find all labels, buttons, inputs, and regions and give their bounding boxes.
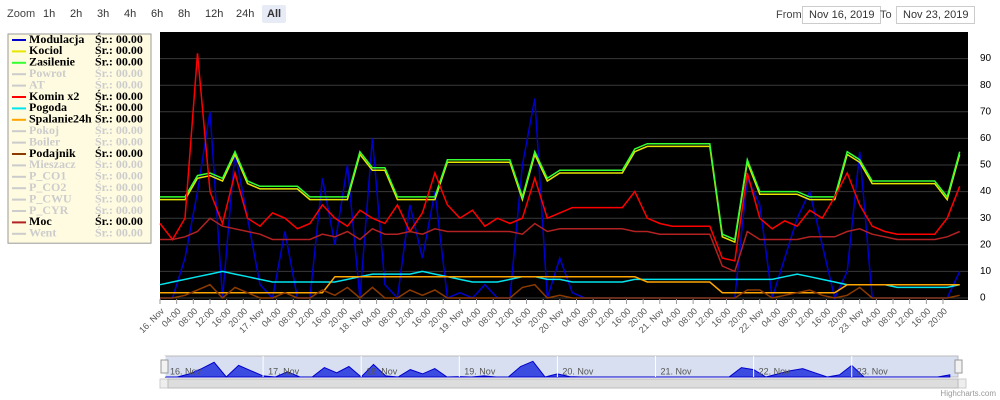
zoom-button[interactable]: 4h	[124, 8, 137, 20]
y-tick-label: 60	[980, 133, 992, 144]
legend-value: Śr.: 00.00	[95, 157, 143, 171]
zoom-button[interactable]: 8h	[178, 8, 191, 20]
legend-label: Went	[29, 226, 56, 240]
to-label: To	[880, 9, 892, 21]
legend-label: Kociol	[29, 43, 63, 57]
y-tick-label: 20	[980, 239, 992, 250]
zoom-button[interactable]: 6h	[151, 8, 164, 20]
zoom-button[interactable]: 24h	[236, 8, 255, 20]
series-line	[160, 275, 960, 294]
series-line	[160, 283, 960, 300]
legend-label: AT	[29, 77, 45, 91]
legend-label: Podajnik	[29, 146, 76, 160]
series-line	[160, 217, 960, 273]
legend-label: Boiler	[29, 134, 61, 148]
y-tick-label: 50	[980, 160, 992, 171]
legend-value: Śr.: 00.00	[95, 180, 143, 194]
y-tick-label: 80	[980, 80, 992, 91]
legend-label: Komin x2	[29, 89, 79, 103]
zoom-button[interactable]: All	[262, 5, 287, 23]
series-line	[160, 98, 961, 301]
legend-label: Powrot	[29, 66, 66, 80]
legend-value: Śr.: 00.00	[95, 100, 143, 114]
y-tick-label: 30	[980, 213, 992, 224]
series-line	[160, 145, 961, 244]
zoom-label: Zoom	[7, 8, 36, 20]
legend-value: Śr.: 00.00	[95, 191, 143, 205]
legend-value: Śr.: 00.00	[95, 43, 143, 57]
credit: Highcharts.com	[940, 389, 996, 398]
legend-label: P_CO2	[29, 180, 66, 194]
y-tick-label: 40	[980, 186, 992, 197]
series-line	[159, 270, 960, 289]
to-input[interactable]: Nov 23, 2019	[896, 6, 976, 24]
zoom-button[interactable]: 3h	[97, 8, 110, 20]
legend-label: P_CYR	[29, 203, 69, 217]
legend-label: Pokoj	[29, 123, 59, 137]
y-tick-label: 90	[980, 53, 992, 64]
legend-value: Śr.: 00.00	[95, 55, 143, 69]
zoom-button[interactable]: 12h	[205, 8, 224, 20]
y-tick-label: 0	[980, 293, 986, 304]
y-tick-label: 70	[980, 106, 992, 117]
plot-background	[160, 32, 968, 300]
legend-label: P_CO1	[29, 169, 66, 183]
legend-value: Śr.: 00.00	[95, 32, 143, 46]
legend-label: Mieszacz	[29, 157, 76, 171]
x-tick-label: 20:00	[926, 306, 949, 329]
legend-value: Śr.: 00.00	[95, 134, 143, 148]
legend-value: Śr.: 00.00	[95, 169, 143, 183]
legend-label: Pogoda	[29, 100, 67, 114]
series-line	[160, 142, 961, 241]
legend-value: Śr.: 00.00	[95, 77, 143, 91]
navigator-handle	[160, 359, 169, 374]
from-label: From	[776, 9, 802, 21]
legend-label: Spalanie24h	[29, 112, 92, 126]
legend-value: Śr.: 00.00	[95, 112, 143, 126]
zoom-button[interactable]: 2h	[70, 8, 83, 20]
navigator-label: 22. Nov	[759, 366, 791, 376]
legend-value: Śr.: 00.00	[95, 203, 143, 217]
navigator-handle	[954, 359, 963, 374]
legend-label: Modulacja	[29, 32, 84, 46]
range-selector: Zoom From Nov 16, 2019 To Nov 23, 2019 1…	[0, 0, 1000, 30]
navigator-label: 19. Nov	[464, 366, 496, 376]
navigator-label: 20. Nov	[562, 366, 594, 376]
zoom-button[interactable]: 1h	[43, 8, 56, 20]
legend-value: Śr.: 00.00	[95, 123, 143, 137]
y-tick-label: 10	[980, 266, 992, 277]
legend-value: Śr.: 00.00	[95, 66, 143, 80]
navigator-label: 17. Nov	[268, 366, 300, 376]
legend-box	[7, 33, 152, 244]
legend-label: Zasilenie	[29, 55, 76, 69]
navigator-label: 21. Nov	[661, 366, 693, 376]
navigator-label: 23. Nov	[857, 366, 889, 376]
legend-label: P_CWU	[29, 191, 72, 205]
legend-value: Śr.: 00.00	[95, 89, 143, 103]
legend-value: Śr.: 00.00	[95, 214, 143, 228]
series-line	[159, 53, 961, 262]
legend-value: Śr.: 00.00	[95, 146, 143, 160]
navigator-label: 16. Nov	[170, 366, 202, 376]
from-input[interactable]: Nov 16, 2019	[802, 6, 882, 24]
scrollbar-thumb	[167, 378, 959, 389]
navigator-label: 18. Nov	[366, 366, 398, 376]
legend-label: Moc	[29, 214, 52, 228]
legend-value: Śr.: 00.00	[95, 226, 143, 240]
